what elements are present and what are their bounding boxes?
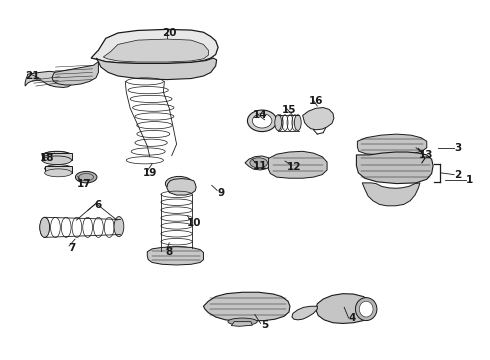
Ellipse shape (75, 171, 97, 183)
Text: 13: 13 (418, 150, 433, 160)
Polygon shape (42, 153, 72, 160)
Polygon shape (96, 58, 217, 80)
Ellipse shape (294, 115, 301, 131)
Polygon shape (356, 152, 433, 184)
Polygon shape (292, 306, 318, 320)
Ellipse shape (250, 158, 268, 168)
Text: 18: 18 (40, 153, 54, 163)
Ellipse shape (359, 301, 373, 317)
Ellipse shape (42, 156, 72, 165)
Text: 1: 1 (466, 175, 473, 185)
Ellipse shape (275, 115, 282, 131)
Ellipse shape (247, 110, 277, 132)
Text: 9: 9 (217, 188, 224, 198)
Ellipse shape (114, 217, 124, 237)
Polygon shape (25, 71, 73, 87)
Ellipse shape (165, 176, 193, 191)
Polygon shape (203, 292, 290, 321)
Polygon shape (362, 183, 420, 206)
Polygon shape (103, 39, 208, 62)
Ellipse shape (161, 248, 192, 255)
Text: 6: 6 (95, 200, 102, 210)
Text: 12: 12 (287, 162, 301, 172)
Polygon shape (316, 294, 376, 323)
Text: 14: 14 (252, 111, 267, 121)
Polygon shape (45, 166, 72, 173)
Text: 3: 3 (454, 143, 461, 153)
Ellipse shape (40, 217, 49, 237)
Text: 15: 15 (282, 105, 296, 115)
Ellipse shape (45, 165, 72, 172)
Polygon shape (91, 30, 218, 63)
Polygon shape (231, 321, 252, 326)
Polygon shape (245, 156, 272, 170)
Ellipse shape (355, 298, 377, 320)
Text: 11: 11 (252, 161, 267, 171)
Text: 16: 16 (309, 96, 323, 106)
Text: 5: 5 (261, 320, 268, 330)
Text: 20: 20 (162, 28, 176, 38)
Text: 21: 21 (25, 71, 40, 81)
Ellipse shape (228, 318, 257, 325)
Text: 7: 7 (68, 243, 75, 253)
Text: 4: 4 (349, 313, 356, 323)
Text: 17: 17 (76, 179, 91, 189)
Polygon shape (357, 134, 427, 155)
Text: 10: 10 (187, 218, 201, 228)
Polygon shape (303, 108, 334, 130)
Ellipse shape (45, 169, 72, 177)
Polygon shape (269, 151, 327, 178)
Text: 2: 2 (454, 170, 461, 180)
Ellipse shape (252, 114, 272, 128)
Polygon shape (52, 62, 98, 85)
Polygon shape (147, 247, 203, 265)
Polygon shape (167, 179, 196, 195)
Text: 19: 19 (143, 168, 157, 178)
Ellipse shape (42, 151, 72, 160)
Text: 8: 8 (166, 247, 173, 257)
